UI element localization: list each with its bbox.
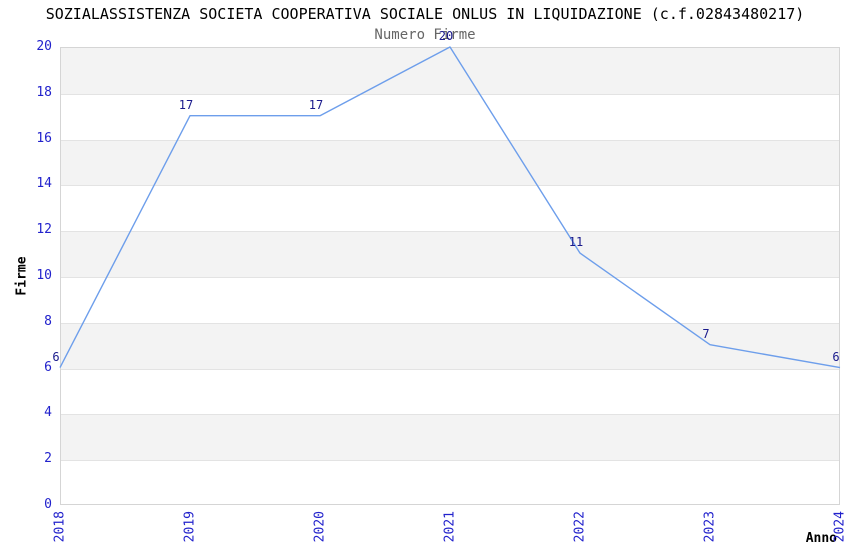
data-point-label: 20 <box>438 29 454 43</box>
chart-title: SOZIALASSISTENZA SOCIETA COOPERATIVA SOC… <box>45 5 805 23</box>
plot-band <box>61 414 839 461</box>
y-tick-label: 0 <box>44 497 52 512</box>
y-tick-label: 20 <box>36 39 52 54</box>
x-tick-label: 2021 <box>442 511 458 543</box>
y-tick-label: 10 <box>36 268 52 283</box>
data-point-label: 17 <box>178 97 194 112</box>
gridline <box>61 277 839 278</box>
plot-band <box>61 231 839 277</box>
y-tick-label: 12 <box>36 222 52 238</box>
x-tick-label: 2022 <box>572 511 588 543</box>
plot-band <box>61 139 839 186</box>
chart-subtitle: Numero Firme <box>374 27 476 43</box>
y-tick-label: 6 <box>44 359 52 375</box>
data-point-label: 6 <box>52 349 60 364</box>
line-chart-canvas <box>59 46 841 369</box>
firme-line-series <box>59 46 841 369</box>
x-tick-label: 2020 <box>312 511 328 543</box>
x-axis-title: Anno <box>805 531 837 546</box>
gridline <box>61 93 839 95</box>
x-tick-label: 2019 <box>182 511 198 543</box>
gridline <box>61 414 839 416</box>
y-tick-label: 18 <box>36 84 52 100</box>
x-tick-label: 2018 <box>52 511 68 543</box>
gridline <box>61 322 839 324</box>
gridline <box>61 139 839 141</box>
data-point-label: 7 <box>702 326 710 341</box>
data-point-label: 17 <box>308 97 324 112</box>
x-tick-label: 2023 <box>702 511 718 543</box>
plot-band <box>61 322 839 369</box>
plot-area <box>60 47 840 505</box>
y-tick-label: 16 <box>36 130 52 146</box>
data-point-label: 11 <box>568 235 584 250</box>
y-tick-label: 14 <box>36 176 52 192</box>
y-tick-label: 8 <box>44 313 52 329</box>
gridline <box>61 185 839 187</box>
y-tick-label: 4 <box>44 405 52 421</box>
data-point-label: 6 <box>832 349 840 364</box>
gridline <box>61 231 839 233</box>
gridline <box>61 368 839 370</box>
plot-band <box>61 48 839 94</box>
y-tick-label: 2 <box>44 451 52 467</box>
gridline <box>61 460 839 462</box>
x-tick-label: 2024 <box>832 511 848 543</box>
